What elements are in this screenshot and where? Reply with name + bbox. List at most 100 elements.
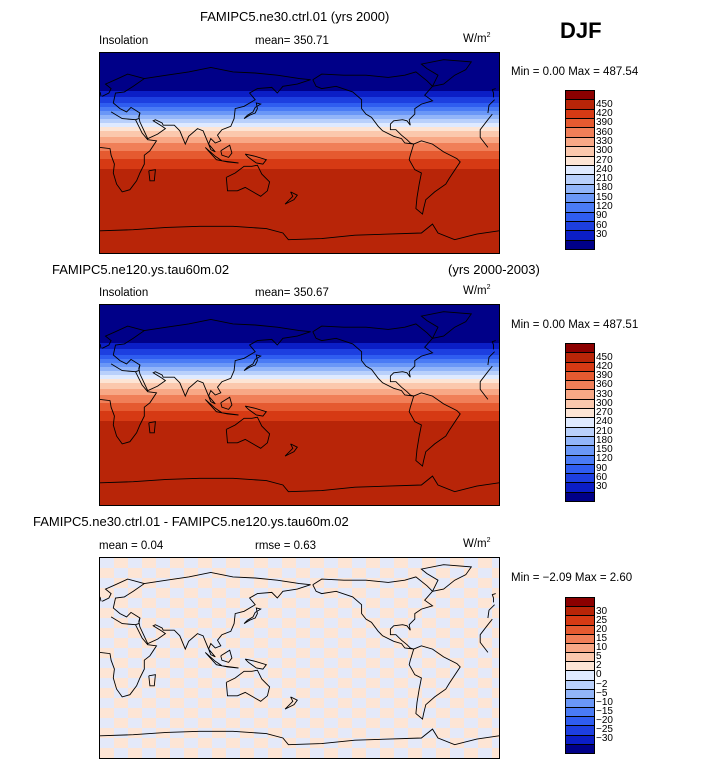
colorbar-swatch (566, 634, 594, 644)
colorbar-tick-label: 60 (596, 471, 608, 483)
difference-cell (282, 688, 296, 698)
insolation-band (100, 115, 499, 118)
insolation-band (100, 87, 499, 90)
coastline (243, 607, 262, 624)
difference-cell (240, 638, 254, 648)
difference-cell (366, 748, 380, 758)
difference-cell (198, 628, 212, 638)
difference-cell (114, 648, 128, 658)
difference-cell (142, 588, 156, 598)
difference-cell (380, 618, 394, 628)
insolation-band (100, 151, 499, 154)
panel3-mean: mean = 0.04 (99, 540, 164, 552)
insolation-band (100, 387, 499, 390)
insolation-band (100, 139, 499, 142)
difference-cell (268, 678, 282, 688)
difference-cell (268, 738, 282, 748)
colorbar-swatch (566, 607, 594, 617)
insolation-band (100, 229, 499, 232)
insolation-band (100, 335, 499, 338)
insolation-band (100, 177, 499, 180)
difference-cell (492, 618, 499, 628)
difference-cell (408, 638, 422, 648)
colorbar-swatch (566, 717, 594, 727)
difference-cell (366, 568, 380, 578)
difference-cell (380, 638, 394, 648)
difference-cell (142, 628, 156, 638)
difference-cell (296, 578, 310, 588)
insolation-band (100, 483, 499, 486)
insolation-band (100, 179, 499, 182)
insolation-band (100, 137, 499, 140)
insolation-band (100, 473, 499, 476)
insolation-band (100, 195, 499, 198)
colorbar-swatch (566, 390, 594, 400)
insolation-band (100, 417, 499, 420)
panel3-map-svg (100, 558, 499, 758)
difference-cell (422, 568, 436, 578)
difference-cell (338, 568, 352, 578)
difference-cell (394, 608, 408, 618)
colorbar-tick-label: 120 (596, 201, 613, 213)
coastline (100, 119, 158, 193)
difference-cell (212, 698, 226, 708)
colorbar-swatch (566, 128, 594, 138)
insolation-band (100, 459, 499, 462)
difference-cell (170, 748, 184, 758)
difference-cell (170, 708, 184, 718)
difference-cell (492, 598, 499, 608)
difference-cell (296, 658, 310, 668)
insolation-band (100, 55, 499, 58)
difference-cell (184, 638, 198, 648)
insolation-band (100, 121, 499, 124)
insolation-band (100, 111, 499, 114)
insolation-band (100, 71, 499, 74)
difference-cell (478, 608, 492, 618)
insolation-band (100, 185, 499, 188)
insolation-band (100, 183, 499, 186)
insolation-band (100, 89, 499, 92)
difference-cell (464, 598, 478, 608)
difference-cell (450, 588, 464, 598)
coastline (420, 59, 473, 87)
panel3-units: W/m2 (463, 537, 491, 550)
difference-cell (114, 668, 128, 678)
colorbar-swatch (566, 231, 594, 241)
difference-cell (324, 698, 338, 708)
difference-cell (128, 658, 142, 668)
coastline (244, 658, 268, 670)
difference-cell (170, 728, 184, 738)
panel2-minmax: Min = 0.00 Max = 487.51 (511, 319, 639, 331)
insolation-band (100, 439, 499, 442)
difference-cell (338, 728, 352, 738)
difference-cell (436, 618, 450, 628)
colorbar-swatch (566, 689, 594, 699)
difference-cell (478, 668, 492, 678)
difference-cell (198, 668, 212, 678)
insolation-band (100, 203, 499, 206)
colorbar-swatch (566, 436, 594, 447)
coastline (420, 311, 473, 339)
insolation-band (100, 245, 499, 248)
colorbar-tick-label: 5 (596, 651, 602, 663)
coastline (408, 645, 461, 720)
difference-cell (282, 568, 296, 578)
colorbar-swatch (566, 446, 594, 456)
colorbar-tick-label: 150 (596, 444, 613, 456)
coastline (408, 140, 461, 215)
coastline (479, 113, 493, 148)
insolation-band (100, 407, 499, 410)
insolation-band (100, 433, 499, 436)
colorbar-swatch (566, 381, 594, 391)
colorbar-tick-label: 330 (596, 135, 613, 147)
difference-cell (142, 728, 156, 738)
insolation-band (100, 57, 499, 60)
difference-cell (142, 708, 156, 718)
difference-cell (226, 708, 240, 718)
difference-cell (268, 618, 282, 628)
colorbar-tick-label: 300 (596, 145, 613, 157)
colorbar-swatch (566, 662, 594, 672)
difference-cell (394, 568, 408, 578)
difference-cell (338, 588, 352, 598)
difference-cell (394, 688, 408, 698)
